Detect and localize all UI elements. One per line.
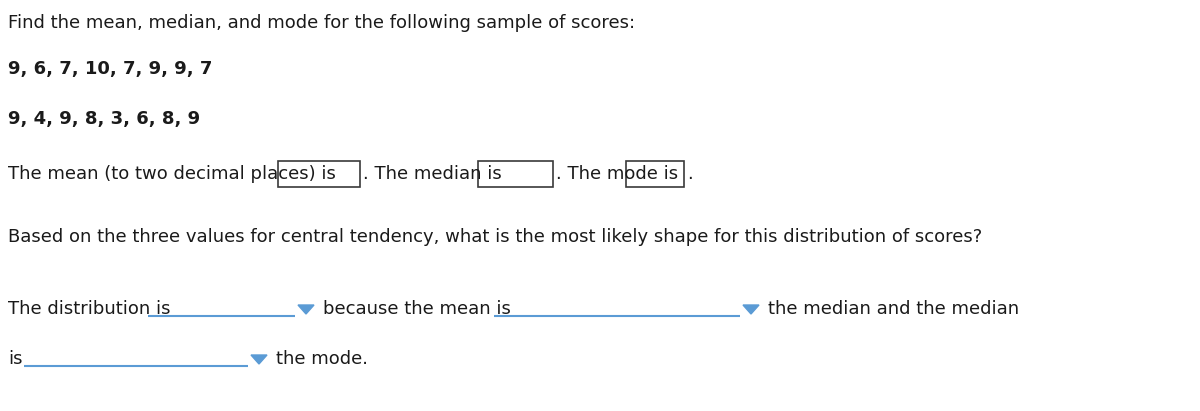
Text: because the mean is: because the mean is	[323, 300, 511, 318]
Text: is: is	[8, 350, 23, 368]
Text: the median and the median: the median and the median	[768, 300, 1019, 318]
Text: The distribution is: The distribution is	[8, 300, 170, 318]
Bar	[478, 161, 553, 187]
Text: . The mode is: . The mode is	[556, 165, 678, 183]
Polygon shape	[743, 305, 760, 314]
Bar	[278, 161, 360, 187]
Text: Based on the three values for central tendency, what is the most likely shape fo: Based on the three values for central te…	[8, 228, 983, 246]
Text: The mean (to two decimal places) is: The mean (to two decimal places) is	[8, 165, 336, 183]
Text: 9, 4, 9, 8, 3, 6, 8, 9: 9, 4, 9, 8, 3, 6, 8, 9	[8, 110, 200, 128]
Text: the mode.: the mode.	[276, 350, 368, 368]
Text: 9, 6, 7, 10, 7, 9, 9, 7: 9, 6, 7, 10, 7, 9, 9, 7	[8, 60, 212, 78]
Text: .: .	[686, 165, 692, 183]
Text: Find the mean, median, and mode for the following sample of scores:: Find the mean, median, and mode for the …	[8, 14, 635, 32]
Polygon shape	[298, 305, 314, 314]
Text: . The median is: . The median is	[364, 165, 502, 183]
Bar	[626, 161, 684, 187]
Polygon shape	[251, 355, 266, 364]
